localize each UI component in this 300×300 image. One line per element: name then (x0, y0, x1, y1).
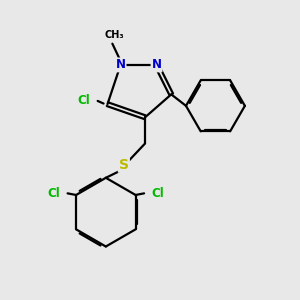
Text: N: N (116, 58, 126, 71)
Text: Cl: Cl (77, 94, 90, 107)
Text: S: S (119, 158, 129, 172)
Text: Cl: Cl (47, 187, 60, 200)
Text: N: N (152, 58, 161, 71)
Text: Cl: Cl (152, 187, 164, 200)
Text: CH₃: CH₃ (104, 31, 124, 40)
